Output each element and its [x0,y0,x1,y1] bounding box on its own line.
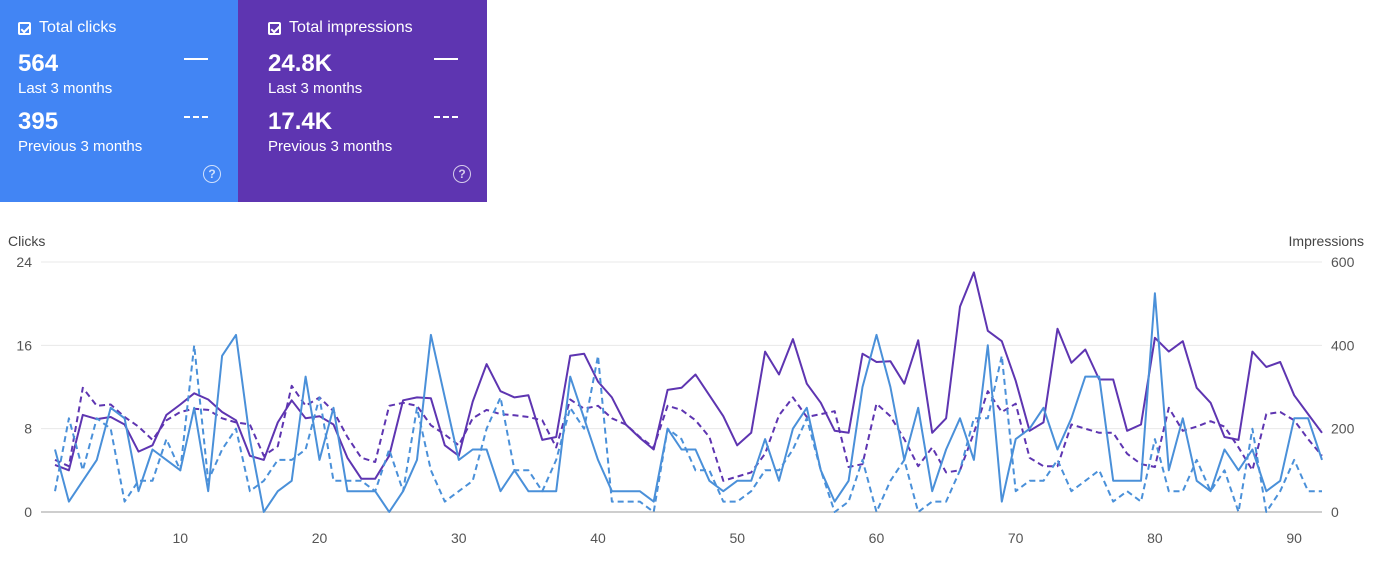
total-impressions-toggle[interactable]: Total impressions [268,19,413,37]
total-clicks-toggle[interactable]: Total clicks [18,19,116,37]
x-tick-label: 80 [1147,530,1163,546]
x-tick-label: 60 [869,530,885,546]
x-tick-label: 10 [173,530,189,546]
clicks-current-value: 564 [18,50,59,77]
left-axis-title: Clicks [8,233,46,249]
impressions-current-value: 24.8K [268,50,333,77]
total-clicks-card[interactable]: Total clicks 564 Last 3 months 395 Previ… [0,0,238,202]
help-icon[interactable]: ? [453,165,471,183]
checkbox-checked-icon[interactable] [268,21,281,35]
x-tick-label: 30 [451,530,467,546]
impressions-previous-value: 17.4K [268,108,333,135]
clicks-solid-series-line[interactable] [54,292,1323,513]
right-axis-title: Impressions [1288,233,1364,249]
x-tick-label: 40 [590,530,606,546]
checkbox-checked-icon[interactable] [18,21,31,35]
y-left-tick-label: 8 [24,421,32,437]
impressions-previous-label: Previous 3 months [268,138,393,155]
solid-line-legend-icon [434,58,458,60]
dashed-line-legend-icon [184,116,208,118]
impressions-solid-series-line[interactable] [54,271,1323,480]
x-tick-label: 20 [312,530,328,546]
x-tick-label: 70 [1008,530,1024,546]
solid-line-legend-icon [184,58,208,60]
y-left-tick-label: 24 [16,254,32,270]
x-tick-label: 90 [1286,530,1302,546]
dashed-line-legend-icon [434,116,458,118]
y-right-tick-label: 600 [1331,254,1355,270]
y-left-tick-label: 0 [24,504,32,520]
impressions-dashed-series-line[interactable] [54,384,1323,482]
y-left-tick-label: 16 [16,337,32,353]
y-right-tick-label: 0 [1331,504,1339,520]
total-impressions-card[interactable]: Total impressions 24.8K Last 3 months 17… [238,0,487,202]
impressions-current-label: Last 3 months [268,80,363,97]
total-impressions-title: Total impressions [289,19,413,36]
x-tick-label: 50 [729,530,745,546]
help-icon[interactable]: ? [203,165,221,183]
y-right-tick-label: 200 [1331,421,1355,437]
clicks-current-label: Last 3 months [18,80,113,97]
clicks-previous-label: Previous 3 months [18,138,143,155]
total-clicks-title: Total clicks [39,19,117,36]
y-right-tick-label: 400 [1331,337,1355,353]
clicks-previous-value: 395 [18,108,59,135]
